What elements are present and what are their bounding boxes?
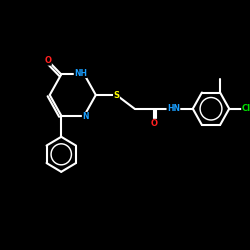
Text: O: O — [150, 119, 158, 128]
Text: O: O — [44, 56, 52, 65]
Text: HN: HN — [167, 104, 180, 113]
Text: N: N — [82, 112, 89, 121]
Text: Cl: Cl — [242, 104, 250, 113]
Text: S: S — [114, 90, 119, 100]
Text: NH: NH — [74, 69, 87, 78]
